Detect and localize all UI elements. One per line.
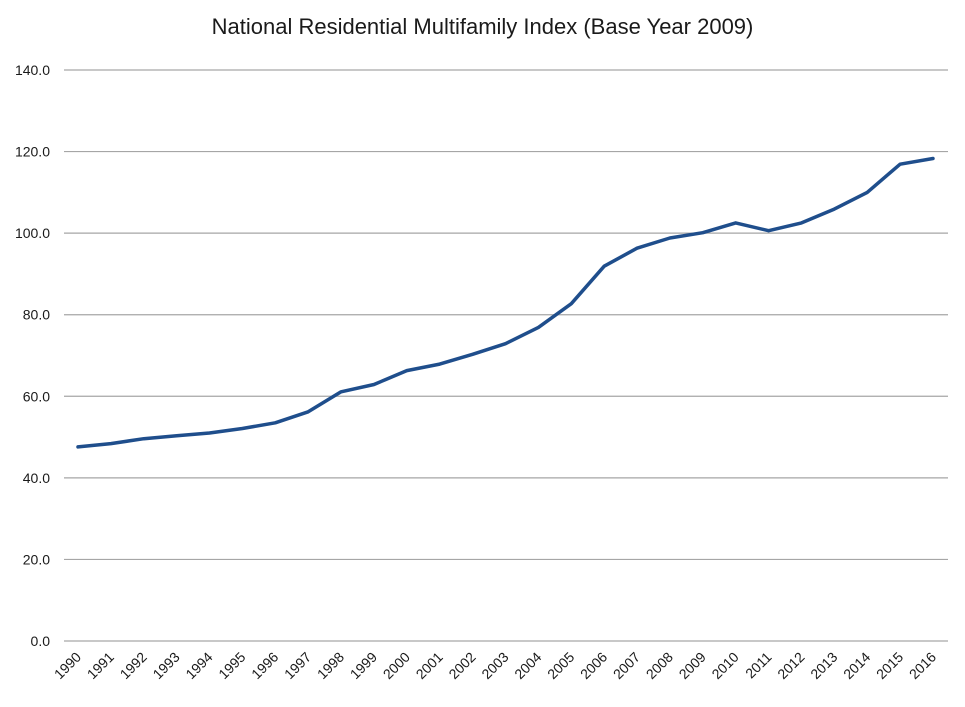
y-tick-label: 120.0 [15, 144, 50, 160]
x-tick-label: 1995 [215, 649, 248, 682]
x-tick-label: 2008 [643, 649, 676, 682]
x-tick-label: 1991 [84, 649, 117, 682]
y-tick-label: 140.0 [15, 62, 50, 78]
x-tick-label: 2001 [413, 649, 446, 682]
x-tick-label: 2002 [445, 649, 478, 682]
x-tick-label: 2013 [807, 649, 840, 682]
series-line-0 [76, 156, 935, 449]
y-tick-label: 100.0 [15, 225, 50, 241]
x-tick-label: 1999 [347, 649, 380, 682]
series-layer [76, 156, 935, 449]
x-tick-label: 2016 [906, 649, 939, 682]
x-tick-label: 2014 [840, 649, 873, 682]
x-tick-label: 2009 [676, 649, 709, 682]
x-tick-label: 1994 [182, 649, 215, 682]
x-tick-label: 1997 [281, 649, 314, 682]
x-tick-label: 2010 [708, 649, 741, 682]
y-tick-label: 40.0 [23, 470, 50, 486]
x-tick-label: 2007 [610, 649, 643, 682]
x-tick-label: 1998 [314, 649, 347, 682]
x-tick-label: 1996 [248, 649, 281, 682]
x-tick-label: 2004 [511, 649, 544, 682]
y-axis-ticks: 0.0 20.0 40.0 60.0 80.0 100.0 120.0 140.0 [15, 62, 50, 649]
x-tick-label: 2000 [380, 649, 413, 682]
chart-title: National Residential Multifamily Index (… [211, 14, 754, 39]
x-tick-label: 2006 [577, 649, 610, 682]
x-tick-label: 1992 [117, 649, 150, 682]
x-tick-label: 2012 [774, 649, 807, 682]
x-tick-label: 1993 [149, 649, 182, 682]
x-tick-label: 2011 [742, 649, 775, 682]
x-tick-label: 2005 [544, 649, 577, 682]
y-tick-label: 20.0 [23, 551, 50, 567]
x-axis-ticks: 1990 1991 1992 1993 1994 1995 1996 1997 1998 1999… [51, 649, 939, 682]
x-tick-label: 2015 [873, 649, 906, 682]
x-tick-label: 1990 [51, 649, 84, 682]
gridlines [64, 69, 948, 642]
y-tick-label: 0.0 [31, 633, 51, 649]
x-tick-label: 2003 [478, 649, 511, 682]
y-tick-label: 60.0 [23, 388, 50, 404]
y-tick-label: 80.0 [23, 307, 50, 323]
